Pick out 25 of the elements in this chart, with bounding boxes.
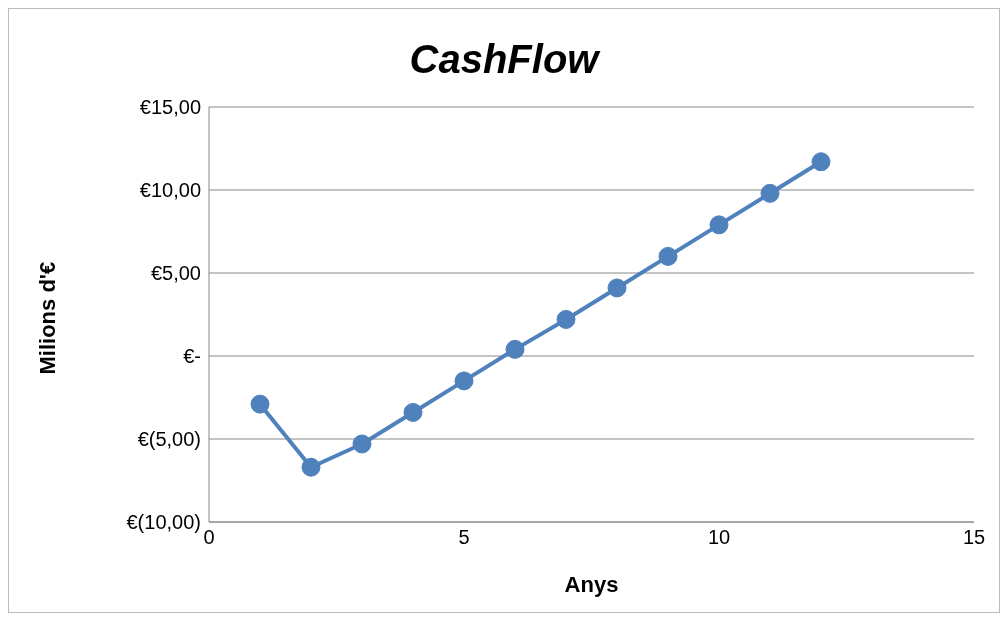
y-tick-label: €15,00: [139, 96, 201, 119]
point: [505, 339, 525, 359]
point: [301, 457, 321, 477]
y-tick-label: €(10,00): [126, 511, 201, 534]
point: [403, 402, 423, 422]
point: [709, 215, 729, 235]
point: [352, 434, 372, 454]
y-tick-label: €10,00: [139, 179, 201, 202]
chart-title: CashFlow: [408, 37, 602, 83]
point: [811, 152, 831, 172]
x-tick-label: 10: [707, 526, 731, 549]
x-tick-label: 5: [458, 526, 470, 549]
y-tick-label: €-: [183, 345, 201, 368]
x-axis-title: Anys: [564, 572, 619, 597]
y-tick-label: €5,00: [150, 262, 201, 285]
point: [760, 183, 780, 203]
x-tick-label: 0: [203, 526, 215, 549]
point: [607, 278, 627, 298]
point: [556, 309, 576, 329]
y-tick-label: €(5,00): [137, 428, 201, 451]
point: [454, 371, 474, 391]
x-tick-label: 15: [962, 526, 986, 549]
y-axis-title: Milions d'€: [34, 261, 60, 375]
point: [658, 246, 678, 266]
point: [250, 394, 270, 414]
